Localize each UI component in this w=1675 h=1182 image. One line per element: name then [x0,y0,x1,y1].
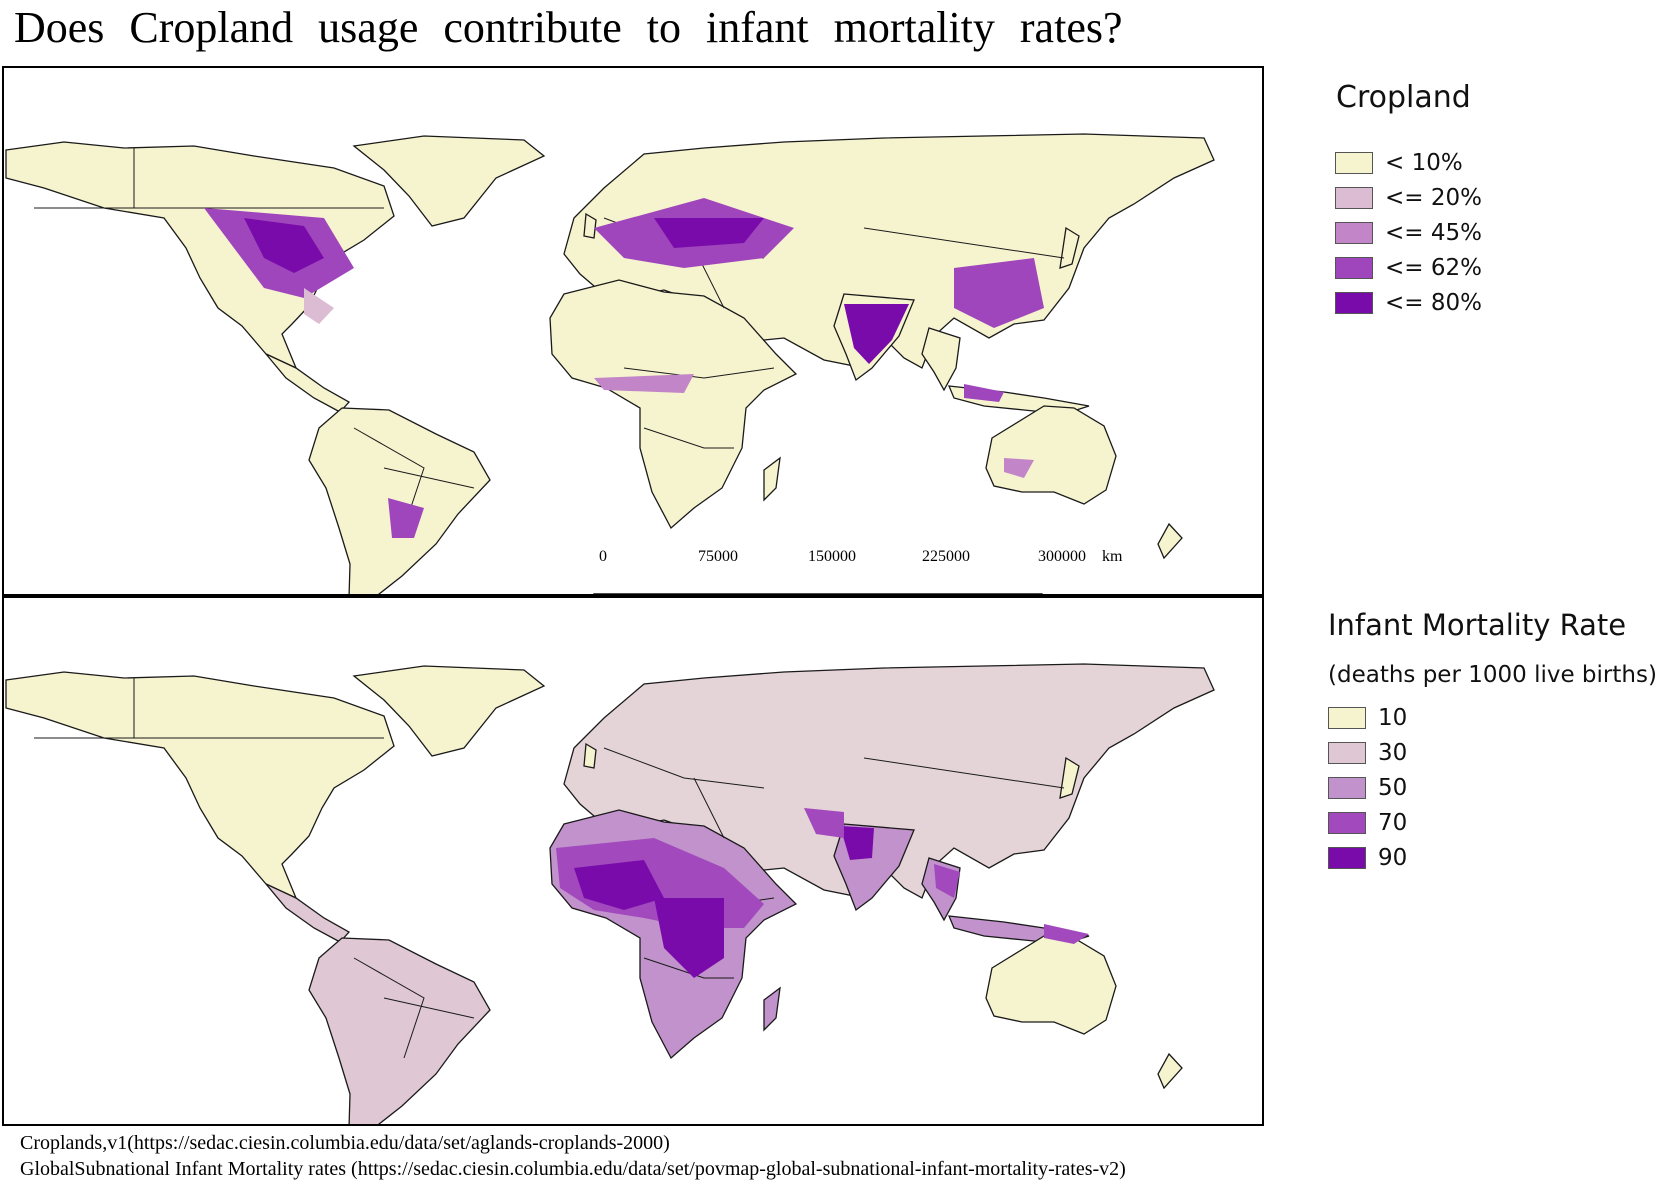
legend-swatch [1335,187,1373,209]
japan [1059,226,1080,269]
greenland [352,665,546,757]
landmasses [5,133,1215,594]
cropland-density [204,198,1044,538]
southeast-asia [921,327,961,392]
central-america [265,883,351,943]
cropland-legend-item: <= 80% [1335,290,1482,316]
australia [985,405,1117,505]
greenland [352,135,546,227]
legend-swatch [1328,777,1366,799]
cropland-map-frame [2,66,1264,596]
legend-swatch [1328,707,1366,729]
cropland-legend-item: <= 45% [1335,220,1482,246]
africa [549,279,798,530]
japan [1059,756,1080,799]
legend-label: < 10% [1385,150,1463,176]
madagascar [763,456,781,502]
cropland-legend-title: Cropland [1336,80,1471,115]
central-america [265,353,351,413]
cropland-map [5,133,1215,594]
page-title: Does Cropland usage contribute to infant… [14,3,1123,52]
legend-swatch [1328,742,1366,764]
mortality-legend-item: 10 [1328,705,1407,731]
legend-label: 90 [1378,845,1408,871]
scale-tick-label: 150000 [808,548,856,565]
legend-label: <= 20% [1385,185,1482,211]
legend-swatch [1335,222,1373,244]
infant-mortality-map-frame [2,596,1264,1126]
legend-swatch [1335,257,1373,279]
mortality-intensity [556,808,1089,978]
north-america [5,671,395,900]
mortality-legend-item: 50 [1328,775,1407,801]
scale-tick-label: 300000 [1038,548,1086,565]
cropland-legend-item: <= 20% [1335,185,1482,211]
legend-swatch [1335,292,1373,314]
legend-label: 70 [1378,810,1408,836]
legend-label: 30 [1378,740,1408,766]
mortality-legend-item: 90 [1328,845,1407,871]
mortality-legend-item: 30 [1328,740,1407,766]
uk [583,742,597,769]
legend-label: <= 80% [1385,290,1482,316]
mortality-legend-title: Infant Mortality Rate [1328,608,1627,642]
legend-label: 50 [1378,775,1408,801]
source-citation-mortality: GlobalSubnational Infant Mortality rates… [20,1158,1126,1180]
infant-mortality-map [5,663,1215,1124]
legend-swatch [1328,847,1366,869]
cropland-legend-item: < 10% [1335,150,1463,176]
source-citation-cropland: Croplands,v1(https://sedac.ciesin.columb… [20,1132,670,1154]
north-america [5,141,395,370]
south-america [308,937,491,1124]
south-america [308,407,491,594]
new-zealand [1157,1052,1183,1090]
legend-swatch [1335,152,1373,174]
landmasses [5,663,1215,1124]
scale-unit-label: km [1102,548,1123,565]
legend-label: <= 62% [1385,255,1482,281]
legend-swatch [1328,812,1366,834]
mortality-legend-item: 70 [1328,810,1407,836]
madagascar [763,986,781,1032]
australia [985,935,1117,1035]
scale-tick-label: 225000 [922,548,970,565]
mortality-legend-subtitle: (deaths per 1000 live births) [1328,662,1657,688]
cropland-legend-item: <= 62% [1335,255,1482,281]
uk [583,212,597,239]
scale-tick-label: 0 [599,548,607,565]
new-zealand [1157,522,1183,560]
legend-label: 10 [1378,705,1408,731]
legend-label: <= 45% [1385,220,1482,246]
scale-tick-label: 75000 [698,548,738,565]
